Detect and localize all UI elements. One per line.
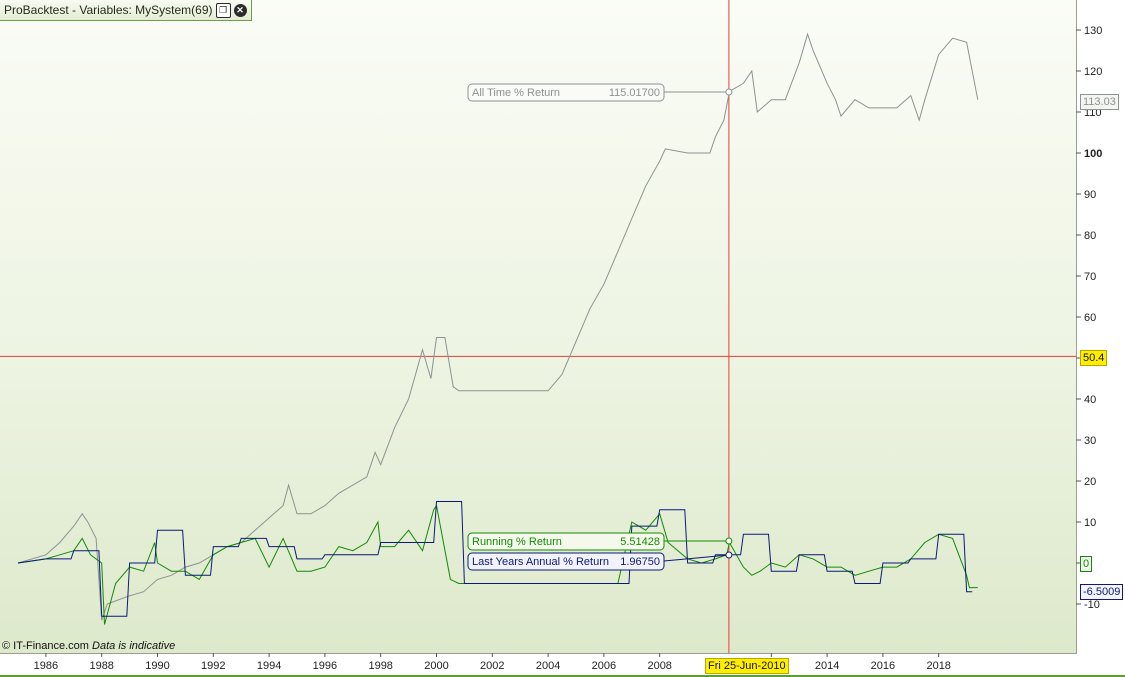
copyright-notice: © IT-Finance.com Data is indicative xyxy=(2,640,175,652)
y-tick-label: 60 xyxy=(1084,312,1096,324)
y-tick-label: 80 xyxy=(1084,230,1096,242)
x-tick-label: 1992 xyxy=(201,660,225,672)
disclaimer-text: Data is indicative xyxy=(92,640,176,652)
copyright-text: © IT-Finance.com xyxy=(2,640,89,652)
y-tick-label: 40 xyxy=(1084,394,1096,406)
close-icon[interactable]: ✕ xyxy=(233,3,247,17)
running-value-tag: 0 xyxy=(1080,556,1093,572)
last-years-label-name: Last Years Annual % Return xyxy=(472,556,609,568)
last-years-value-tag: -6.5009 xyxy=(1080,584,1124,600)
x-tick-label: 2014 xyxy=(815,660,839,672)
x-tick-label: 1986 xyxy=(34,660,58,672)
all-time-label-box xyxy=(467,83,665,102)
y-tick-label: -10 xyxy=(1084,599,1100,611)
window-restore-icon[interactable]: ❐ xyxy=(215,2,231,18)
y-tick-label: 70 xyxy=(1084,271,1096,283)
x-tick-label: 2002 xyxy=(480,660,504,672)
running-label-name: Running % Return xyxy=(472,536,562,548)
x-tick-label: 1988 xyxy=(89,660,113,672)
cursor-date-label: Fri 25-Jun-2010 xyxy=(705,658,789,674)
x-tick-label: 2018 xyxy=(926,660,950,672)
all-time-label-value: 115.01700 xyxy=(609,87,660,99)
running-label-box xyxy=(467,532,665,551)
all-time-return-line xyxy=(17,32,979,621)
running-label-value: 5.51428 xyxy=(620,536,660,548)
x-tick-label: 2016 xyxy=(871,660,895,672)
all-time-value-tag: 113.03 xyxy=(1080,94,1119,110)
y-tick-label: 100 xyxy=(1084,148,1102,160)
window-title-tab[interactable]: ProBacktest - Variables: MySystem(69) ❐ … xyxy=(0,0,252,21)
window-title: ProBacktest - Variables: MySystem(69) xyxy=(4,3,213,17)
last-years-label-value: 1.96750 xyxy=(620,556,660,568)
x-tick-label: 2000 xyxy=(424,660,448,672)
x-tick-label: 2008 xyxy=(647,660,671,672)
y-tick-label: 20 xyxy=(1084,476,1096,488)
last-years-label-connector xyxy=(663,554,729,562)
all-time-label-marker xyxy=(725,88,733,96)
last-years-label-marker xyxy=(725,551,733,559)
y-tick-label: 10 xyxy=(1084,517,1096,529)
x-tick-label: 1990 xyxy=(145,660,169,672)
running-label-marker xyxy=(725,537,733,545)
x-tick-label: 1994 xyxy=(257,660,281,672)
x-tick-label: 2006 xyxy=(592,660,616,672)
all-time-label-name: All Time % Return xyxy=(472,87,560,99)
y-tick-label: 130 xyxy=(1084,25,1102,37)
x-tick-label: 2004 xyxy=(536,660,560,672)
cursor-price-tag: 50.4 xyxy=(1080,350,1108,366)
x-tick-label: 1996 xyxy=(313,660,337,672)
bottom-border xyxy=(0,675,1125,677)
last-years-return-line xyxy=(17,501,973,617)
x-tick-label: 1998 xyxy=(368,660,392,672)
y-tick-label: 90 xyxy=(1084,189,1096,201)
y-tick-label: 120 xyxy=(1084,66,1102,78)
y-tick-label: 30 xyxy=(1084,435,1096,447)
y-tick-label: 110 xyxy=(1084,107,1102,119)
last-years-label-box xyxy=(467,552,665,571)
